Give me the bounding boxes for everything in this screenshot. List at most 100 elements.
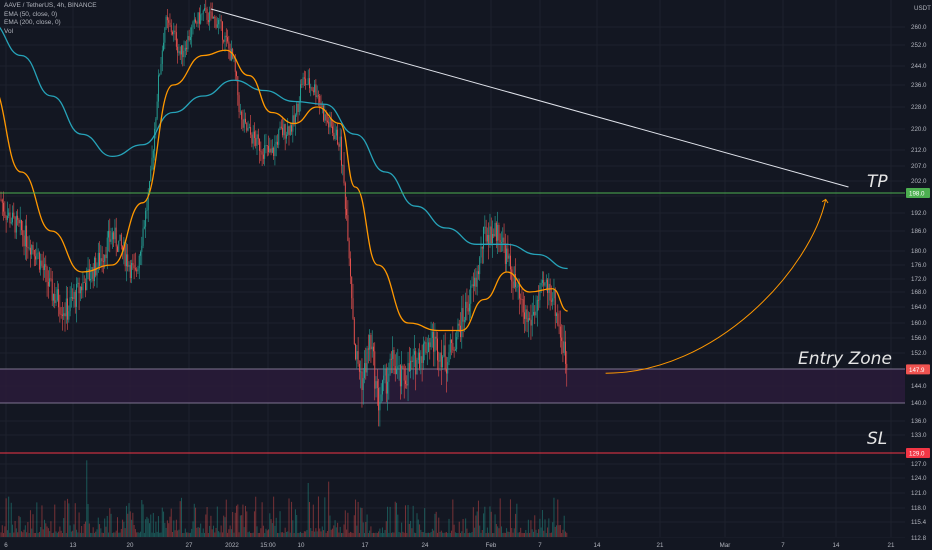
- candle-body: [58, 289, 60, 308]
- volume-legend[interactable]: Vol: [4, 27, 14, 35]
- candle-body: [445, 369, 447, 374]
- time-axis[interactable]: 6 13 20 27 2022 15:00 10 17 24 Feb 7 14 21 Mar 7 14 21: [0, 538, 905, 550]
- volume-bar: [330, 529, 332, 537]
- ema50-legend[interactable]: EMA (50, close, 0): [4, 10, 58, 18]
- candle-body: [342, 165, 344, 167]
- volume-bar: [31, 528, 33, 537]
- price-tick-label: 133.0: [911, 432, 927, 439]
- volume-bar: [1, 525, 3, 537]
- candle-body: [405, 380, 406, 385]
- volume-bar: [310, 528, 312, 537]
- candle-body: [410, 360, 412, 371]
- candle-body: [476, 271, 478, 287]
- volume-bar: [110, 513, 112, 537]
- candle-body: [35, 256, 37, 260]
- chart-legend: AAVE / TetherUS, 4h, BINANCE EMA (50, cl…: [4, 2, 97, 36]
- candle-body: [475, 277, 477, 287]
- candle-body: [106, 237, 108, 259]
- candle-body: [79, 286, 81, 294]
- candle-body: [381, 380, 383, 395]
- candle-body: [566, 363, 568, 368]
- candle-body: [42, 265, 44, 271]
- candle-body: [87, 268, 89, 271]
- candle-body: [284, 124, 286, 139]
- volume-bar: [4, 526, 6, 537]
- candle-body: [265, 145, 267, 147]
- candle-body: [416, 359, 418, 375]
- candle-body: [398, 365, 400, 367]
- candle-body: [163, 42, 165, 51]
- candle-body: [59, 307, 61, 315]
- volume-bar: [148, 523, 150, 537]
- volume-bar: [411, 528, 413, 537]
- candle-body: [28, 247, 30, 249]
- volume-bar: [280, 532, 282, 537]
- volume-bar: [33, 532, 35, 537]
- volume-bar: [27, 522, 29, 537]
- candle-body: [525, 309, 527, 319]
- candle-body: [6, 215, 8, 220]
- candle-body: [270, 148, 272, 153]
- volume-bar: [179, 501, 181, 537]
- time-tick-label: 7: [781, 542, 785, 549]
- volume-bar: [49, 531, 51, 537]
- candle-body: [72, 297, 74, 299]
- candle-body: [508, 255, 510, 259]
- volume-bar: [325, 532, 327, 537]
- price-axis[interactable]: USDT 260.0 252.0 244.0 236.0 228.0 220.0 212.0 2…: [905, 0, 932, 550]
- candle-body: [127, 254, 129, 267]
- volume-bar: [534, 515, 536, 537]
- volume-bar: [253, 511, 255, 537]
- volume-bar: [131, 519, 133, 537]
- volume-bar: [412, 505, 414, 537]
- volume-bar: [215, 527, 217, 537]
- price-tick-label: 192.0: [911, 210, 927, 217]
- candle-body: [316, 95, 318, 97]
- volume-bar: [539, 518, 541, 537]
- volume-bar: [507, 531, 509, 537]
- candle-body: [533, 312, 534, 315]
- candle-body: [480, 246, 482, 258]
- symbol-legend[interactable]: AAVE / TetherUS, 4h, BINANCE: [4, 2, 97, 9]
- volume-bar: [60, 530, 62, 537]
- volume-bar: [493, 532, 495, 537]
- candles: [0, 0, 568, 427]
- candle-body: [54, 294, 56, 303]
- volume-bar: [97, 517, 99, 537]
- volume-bar: [316, 531, 318, 537]
- volume-bar: [508, 532, 510, 537]
- candle-body: [488, 235, 490, 245]
- candle-body: [253, 131, 255, 139]
- volume-bar: [452, 499, 454, 537]
- candle-body: [266, 145, 268, 147]
- candle-body: [302, 77, 304, 85]
- price-tick-label: 236.0: [911, 82, 927, 89]
- volume-bar: [307, 482, 309, 537]
- volume-bar: [271, 523, 273, 537]
- price-tick-label: 152.0: [911, 350, 927, 357]
- price-tick-label: 144.0: [911, 383, 927, 390]
- volume-bar: [550, 532, 552, 537]
- volume-bar: [44, 519, 46, 537]
- candle-body: [142, 228, 144, 246]
- volume-bar: [0, 532, 2, 537]
- candle-body: [159, 74, 161, 76]
- candle-body: [152, 150, 154, 158]
- ema200-legend[interactable]: EMA (200, close, 0): [4, 19, 61, 26]
- candle-body: [24, 225, 26, 247]
- candle-body: [498, 225, 500, 240]
- candle-body: [504, 244, 506, 264]
- candle-body: [13, 212, 15, 217]
- volume-bar: [536, 532, 538, 537]
- candle-body: [113, 232, 115, 240]
- volume-bar: [246, 511, 248, 537]
- volume-bar: [28, 532, 30, 537]
- volume-bar: [326, 530, 328, 537]
- candle-body: [282, 127, 284, 136]
- volume-bar: [278, 532, 280, 537]
- volume-bar: [466, 528, 468, 537]
- candle-body: [47, 281, 49, 287]
- price-tick-label: 202.0: [911, 178, 927, 185]
